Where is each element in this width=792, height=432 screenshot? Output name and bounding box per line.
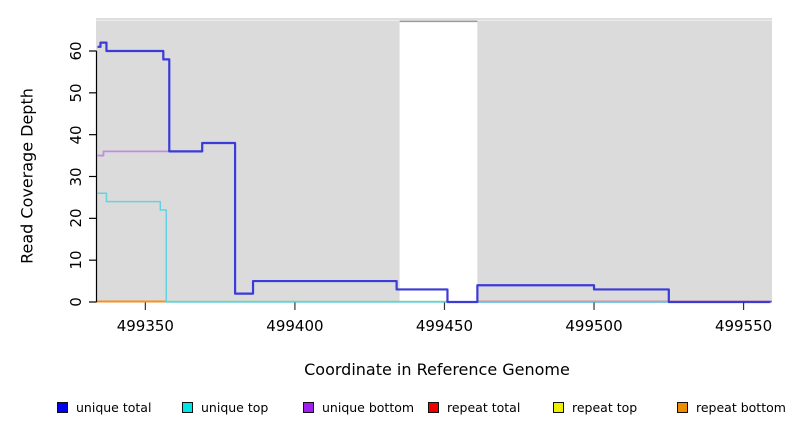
legend-swatch-repeat-bottom — [677, 401, 688, 413]
y-tick-label: 0 — [67, 297, 85, 307]
y-tick-label: 50 — [67, 83, 85, 103]
legend-swatch-unique-total — [57, 401, 68, 413]
x-axis-title: Coordinate in Reference Genome — [304, 360, 570, 379]
legend-swatch-unique-top — [182, 401, 193, 413]
legend-label-repeat-top: repeat top — [572, 399, 638, 415]
legend-item-unique-top: unique top — [182, 399, 269, 415]
x-tick-label: 499500 — [565, 317, 623, 335]
y-tick-label: 30 — [67, 166, 85, 187]
legend-label-unique-bottom: unique bottom — [322, 399, 415, 415]
x-tick-label: 499350 — [116, 317, 174, 335]
legend-item-unique-total: unique total — [57, 399, 152, 415]
x-tick-label: 499550 — [714, 317, 773, 335]
legend-label-unique-total: unique total — [76, 399, 152, 415]
legend-swatch-unique-bottom — [303, 401, 314, 413]
legend-swatch-repeat-top — [553, 401, 564, 413]
y-tick-label: 60 — [67, 41, 85, 61]
legend-item-unique-bottom: unique bottom — [303, 399, 415, 415]
y-axis-title: Read Coverage Depth — [17, 88, 37, 264]
y-tick-label: 10 — [67, 250, 85, 270]
y-tick-label: 40 — [67, 125, 85, 145]
legend-item-repeat-total: repeat total — [428, 399, 521, 415]
x-tick-label: 499400 — [266, 317, 324, 335]
legend-item-repeat-bottom: repeat bottom — [677, 399, 786, 415]
y-tick-label: 20 — [67, 208, 85, 228]
legend-label-repeat-total: repeat total — [447, 399, 521, 415]
legend-item-repeat-top: repeat top — [553, 399, 638, 415]
legend-swatch-repeat-total — [428, 401, 439, 413]
x-tick-label: 499450 — [415, 317, 474, 335]
legend-label-unique-top: unique top — [201, 399, 269, 415]
legend-label-repeat-bottom: repeat bottom — [696, 399, 786, 415]
